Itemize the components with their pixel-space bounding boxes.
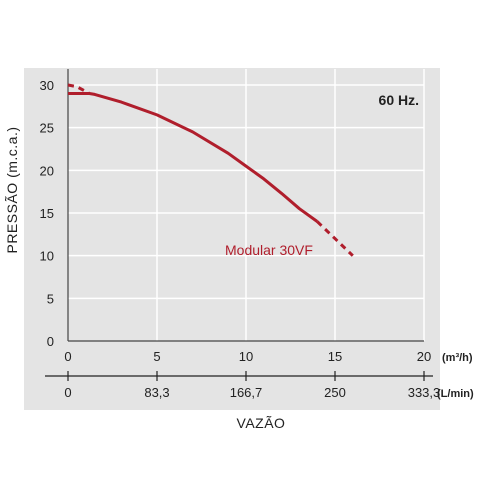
x-unit-label: (m³/h) [442,352,473,364]
series-curve-solid [68,92,319,223]
x2-tick-label: 250 [324,385,346,400]
y-tick-label: 5 [47,291,54,306]
y-tick-label: 15 [40,206,54,221]
tick-labels: 0 5 10 15 20 0 5 10 15 20 25 30 0 83,3 166,7 250 333,3 [40,78,441,400]
series-label: Modular 30VF [225,242,313,258]
x2-tick-label: 166,7 [230,385,263,400]
frequency-label: 60 Hz. [379,92,419,108]
x-tick-label: 20 [417,349,431,364]
series-layer [67,83,354,257]
series-curve-dashed-start [67,83,91,95]
y-axis-title: PRESSÃO (m.c.a.) [4,126,20,253]
y-tick-label: 0 [47,334,54,349]
x-tick-label: 0 [64,349,71,364]
grid-lines [68,69,425,341]
x-axis-title: VAZÃO [237,415,286,431]
y-tick-label: 25 [40,121,54,136]
x2-tick-label: 0 [64,385,71,400]
x2-tick-label: 333,3 [408,385,441,400]
y-tick-label: 30 [40,78,54,93]
series-curve-dashed-end [316,220,354,257]
x2-tick-label: 83,3 [144,385,169,400]
y-tick-label: 20 [40,163,54,178]
x-tick-label: 15 [328,349,342,364]
axes [45,69,433,381]
x-tick-label: 10 [239,349,253,364]
x-tick-label: 5 [153,349,160,364]
x2-unit-label: (L/min) [437,388,474,400]
plot-background [24,68,440,410]
y-tick-label: 10 [40,249,54,264]
